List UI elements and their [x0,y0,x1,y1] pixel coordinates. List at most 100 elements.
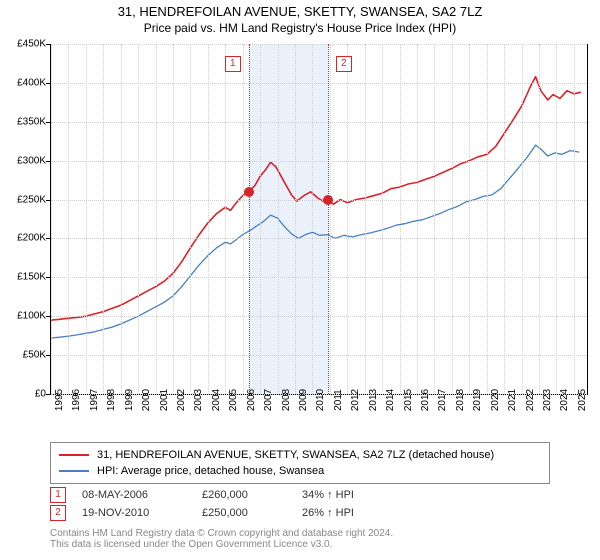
chart-title-line2: Price paid vs. HM Land Registry's House … [0,21,600,35]
x-tick-label: 2014 [385,389,396,411]
legend-label: HPI: Average price, detached house, Swan… [97,465,324,477]
sale-date: 19-NOV-2010 [82,507,202,519]
chart-title-line1: 31, HENDREFOILAN AVENUE, SKETTY, SWANSEA… [0,4,600,19]
series-layer [51,44,587,394]
y-tick-label: £450K [17,39,46,50]
x-tick-label: 2013 [368,389,379,411]
x-tick-label: 2004 [211,389,222,411]
sale-marker-line [249,44,250,394]
x-tick-label: 2001 [159,389,170,411]
x-tick-label: 2009 [298,389,309,411]
gridline-h [51,238,587,239]
x-tick-label: 2024 [559,389,570,411]
gridline-v [417,44,418,394]
sale-price: £260,000 [202,489,302,501]
x-tick-label: 1995 [54,389,65,411]
x-axis: 1995199619971998199920002001200220032004… [50,394,586,436]
gridline-v [312,44,313,394]
sale-marker-line [328,44,329,394]
gridline-v [434,44,435,394]
gridline-h [51,316,587,317]
gridline-h [51,122,587,123]
gridline-v [51,44,52,394]
x-tick-label: 1996 [71,389,82,411]
sales-table: 108-MAY-2006£260,00034% ↑ HPI219-NOV-201… [50,486,402,522]
gridline-v [469,44,470,394]
y-tick-label: £300K [17,155,46,166]
sale-marker-dot [323,195,333,205]
x-tick-label: 2020 [490,389,501,411]
x-tick-label: 2007 [263,389,274,411]
gridline-v [574,44,575,394]
sale-marker-dot [244,187,254,197]
y-axis: £0£50K£100K£150K£200K£250K£300K£350K£400… [6,44,50,394]
plot-area: 12 [50,44,588,395]
x-tick-label: 2017 [437,389,448,411]
gridline-v [173,44,174,394]
gridline-v [487,44,488,394]
gridline-v [278,44,279,394]
x-tick-label: 2025 [577,389,588,411]
gridline-h [51,200,587,201]
x-tick-label: 2012 [350,389,361,411]
sale-marker-box: 1 [225,56,241,72]
x-tick-label: 2018 [455,389,466,411]
legend: 31, HENDREFOILAN AVENUE, SKETTY, SWANSEA… [50,442,550,484]
x-tick-label: 2006 [246,389,257,411]
gridline-v [522,44,523,394]
footer-line2: This data is licensed under the Open Gov… [50,539,393,550]
x-tick-label: 2021 [507,389,518,411]
gridline-v [330,44,331,394]
gridline-h [51,44,587,45]
gridline-v [295,44,296,394]
x-tick-label: 2011 [333,389,344,411]
y-tick-label: £100K [17,311,46,322]
sales-row: 108-MAY-2006£260,00034% ↑ HPI [50,486,402,504]
gridline-v [347,44,348,394]
x-tick-label: 2015 [403,389,414,411]
sale-index-box: 1 [50,487,66,503]
gridline-v [138,44,139,394]
gridline-v [556,44,557,394]
gridline-v [156,44,157,394]
x-tick-label: 2023 [542,389,553,411]
x-tick-label: 1997 [89,389,100,411]
legend-item: HPI: Average price, detached house, Swan… [59,463,541,479]
y-tick-label: £200K [17,233,46,244]
y-tick-label: £350K [17,116,46,127]
x-tick-label: 2010 [315,389,326,411]
gridline-v [452,44,453,394]
gridline-v [504,44,505,394]
sale-marker-box: 2 [336,56,352,72]
footer-line1: Contains HM Land Registry data © Crown c… [50,528,393,539]
gridline-v [103,44,104,394]
y-tick-label: £400K [17,77,46,88]
x-tick-label: 1999 [124,389,135,411]
gridline-v [225,44,226,394]
x-tick-label: 1998 [106,389,117,411]
gridline-h [51,83,587,84]
legend-item: 31, HENDREFOILAN AVENUE, SKETTY, SWANSEA… [59,447,541,463]
series-hpi [51,145,579,338]
x-tick-label: 2022 [525,389,536,411]
x-tick-label: 2002 [176,389,187,411]
sale-pct: 34% ↑ HPI [302,489,402,501]
gridline-v [400,44,401,394]
gridline-h [51,277,587,278]
legend-swatch [59,454,89,456]
gridline-v [86,44,87,394]
x-tick-label: 2008 [281,389,292,411]
gridline-v [260,44,261,394]
x-tick-label: 2019 [472,389,483,411]
gridline-v [382,44,383,394]
gridline-v [208,44,209,394]
chart: £0£50K£100K£150K£200K£250K£300K£350K£400… [6,44,594,436]
gridline-v [365,44,366,394]
x-tick-label: 2003 [193,389,204,411]
legend-swatch [59,470,89,472]
y-tick-label: £150K [17,272,46,283]
gridline-h [51,161,587,162]
x-tick-label: 2000 [141,389,152,411]
gridline-v [539,44,540,394]
gridline-v [190,44,191,394]
